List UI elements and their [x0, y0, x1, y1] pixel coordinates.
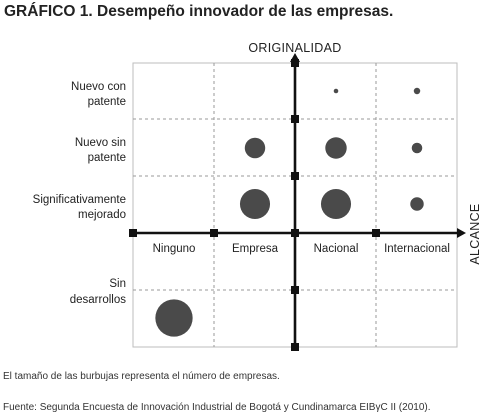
- y-tick-label: Sin: [109, 278, 126, 290]
- x-axis-title: ALCANCE: [468, 203, 482, 264]
- y-axis-tick: [291, 172, 299, 180]
- y-axis-tick: [291, 115, 299, 123]
- x-tick-label: Nacional: [314, 243, 359, 255]
- bubble: [239, 188, 271, 220]
- chart-title: GRÁFICO 1. Desempeño innovador de las em…: [4, 3, 394, 20]
- bubble: [325, 137, 347, 159]
- bubble: [411, 142, 423, 154]
- y-tick-label: Nuevo con: [71, 81, 126, 93]
- y-tick-label: Nuevo sin: [75, 137, 126, 149]
- y-axis-tick: [291, 59, 299, 67]
- tick-labels: ORIGINALIDAD ALCANCE Ninguno Empresa Naciona…: [33, 41, 482, 306]
- x-tick-label: Empresa: [232, 243, 279, 255]
- x-axis-tick: [129, 229, 137, 237]
- x-tick-label: Internacional: [384, 243, 450, 255]
- y-axis-title: ORIGINALIDAD: [248, 41, 341, 55]
- y-tick-label: Significativamente: [33, 194, 126, 206]
- axes: [129, 53, 466, 351]
- bubble: [333, 88, 339, 94]
- x-tick-label: Ninguno: [153, 243, 196, 255]
- axis-origin-tick: [291, 229, 299, 237]
- x-axis-tick: [372, 229, 380, 237]
- bubble: [410, 197, 424, 211]
- y-tick-label: mejorado: [78, 209, 126, 221]
- x-axis-arrowhead: [457, 228, 466, 238]
- source-note: Fuente: Segunda Encuesta de Innovación I…: [3, 402, 431, 413]
- bubble: [155, 299, 193, 337]
- bubble: [244, 137, 266, 159]
- bubble-size-note: El tamaño de las burbujas representa el …: [3, 371, 280, 382]
- bubble: [413, 87, 421, 95]
- y-axis-tick: [291, 343, 299, 351]
- y-axis-tick: [291, 286, 299, 294]
- bubbles: [155, 87, 424, 337]
- y-tick-label: patente: [88, 96, 126, 108]
- y-tick-label: patente: [88, 152, 126, 164]
- x-axis-tick: [210, 229, 218, 237]
- bubble: [320, 188, 352, 220]
- y-tick-label: desarrollos: [70, 294, 126, 306]
